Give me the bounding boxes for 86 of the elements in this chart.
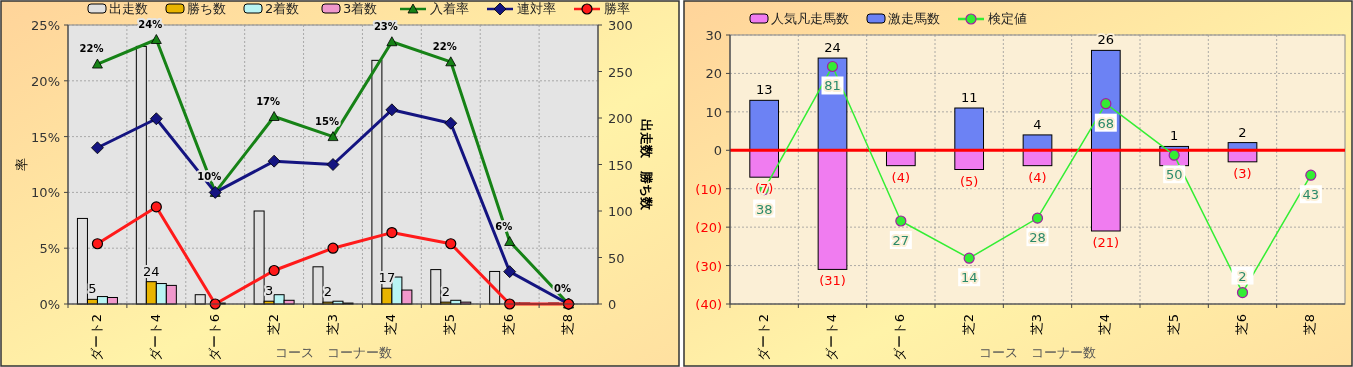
data-label: 2 [441, 284, 450, 300]
y2-tick-label: 200 [608, 111, 633, 126]
y2-tick-label: 150 [608, 157, 633, 173]
data-label: 22% [79, 43, 104, 55]
y-tick-label: (10) [695, 181, 722, 197]
data-label: 0% [554, 283, 572, 294]
y2-tick-label: 250 [608, 64, 633, 80]
x-tick-label: 芝3 [1029, 314, 1044, 336]
y-tick-label: (40) [695, 297, 722, 312]
data-label: (31) [819, 273, 846, 289]
y-tick-label: 0 [713, 143, 722, 159]
x-tick-label: 芝8 [1302, 314, 1318, 336]
data-label: 22% [432, 40, 457, 52]
x-tick-label: 芝5 [442, 314, 458, 336]
data-label: 23% [373, 20, 398, 32]
legend-label: 人気凡走馬数 [771, 11, 849, 26]
data-label: 26 [1097, 32, 1115, 48]
x-tick-label: 芝4 [1097, 314, 1113, 336]
data-label: 28 [1029, 230, 1046, 246]
data-label: 4 [1033, 116, 1042, 132]
y2-tick-label: 300 [608, 18, 633, 33]
data-label: 68 [1097, 115, 1115, 131]
data-label: 2 [323, 284, 333, 300]
x-tick-label: 芝6 [1234, 314, 1249, 336]
x-tick-label: 芝8 [560, 314, 576, 336]
data-label: 24% [138, 18, 163, 30]
legend-label: 検定値 [988, 11, 1027, 26]
data-label: (4) [1028, 169, 1047, 185]
data-label: 38 [755, 201, 773, 217]
y-tick-label: 10 [705, 104, 722, 120]
y-tick-label: 25% [31, 18, 60, 33]
data-label: 3 [264, 283, 274, 299]
x-tick-label: ダート6 [892, 314, 908, 362]
data-label: (5) [959, 173, 979, 189]
x-tick-label: 芝4 [383, 314, 399, 336]
legend-label: 勝率 [604, 1, 630, 16]
legend-label: 出走数 [109, 1, 148, 16]
y-tick-label: 0% [39, 297, 60, 312]
y-tick-label: (30) [695, 258, 722, 274]
data-label: 11 [960, 90, 978, 106]
data-label: (3) [1233, 165, 1252, 181]
x-tick-label: 芝6 [501, 314, 517, 336]
data-label: (4) [891, 169, 911, 185]
legend-label: 3着数 [343, 1, 378, 16]
data-label: 13 [755, 82, 773, 98]
y-tick-label: 20% [31, 73, 60, 89]
x-axis-title: コース コーナー数 [979, 345, 1096, 360]
data-label: 2 [1238, 268, 1247, 284]
x-tick-label: ダート2 [755, 314, 771, 362]
y-tick-label: 15% [31, 129, 60, 145]
data-label: 24 [824, 40, 841, 56]
legend-label: 激走馬数 [888, 11, 940, 26]
x-tick-label: ダート4 [824, 314, 839, 362]
x-tick-label: ダート6 [206, 314, 222, 362]
x-tick-label: 芝2 [960, 314, 976, 336]
y2-tick-label: 0 [608, 297, 617, 312]
x-tick-label: ダート4 [147, 314, 163, 362]
legend-label: 勝ち数 [187, 1, 226, 16]
x-axis-title: コース コーナー数 [274, 345, 392, 360]
y-axis-title: 率 [14, 158, 29, 171]
y2-tick-label: 100 [608, 204, 633, 219]
y-tick-label: 5% [39, 241, 60, 257]
data-label: 2 [1238, 124, 1247, 140]
y-tick-label: (20) [695, 220, 722, 236]
legend-label: 連対率 [517, 1, 556, 16]
x-tick-label: 芝5 [1165, 314, 1181, 336]
legend-label: 2着数 [265, 1, 300, 16]
y-tick-label: 20 [705, 66, 722, 82]
data-label: 15% [315, 115, 339, 127]
data-label: 81 [824, 78, 841, 94]
data-label: 14 [960, 270, 978, 286]
data-label: 50 [1165, 167, 1183, 183]
x-tick-label: 芝3 [324, 314, 340, 336]
y2-tick-label: 50 [608, 250, 625, 266]
data-label: 27 [892, 233, 910, 249]
data-label: 5 [88, 281, 97, 297]
data-label: 1 [1170, 128, 1179, 144]
data-label: (21) [1092, 234, 1120, 250]
y-tick-label: 30 [705, 28, 722, 43]
x-tick-label: 芝2 [265, 314, 281, 336]
data-label: 17% [256, 95, 281, 107]
x-tick-label: ダート2 [88, 314, 104, 362]
y-tick-label: 10% [31, 185, 60, 201]
legend-label: 入着率 [430, 1, 469, 16]
y2-axis-title: 出走数 勝ち数 [639, 119, 654, 211]
data-label: 43 [1302, 187, 1320, 203]
